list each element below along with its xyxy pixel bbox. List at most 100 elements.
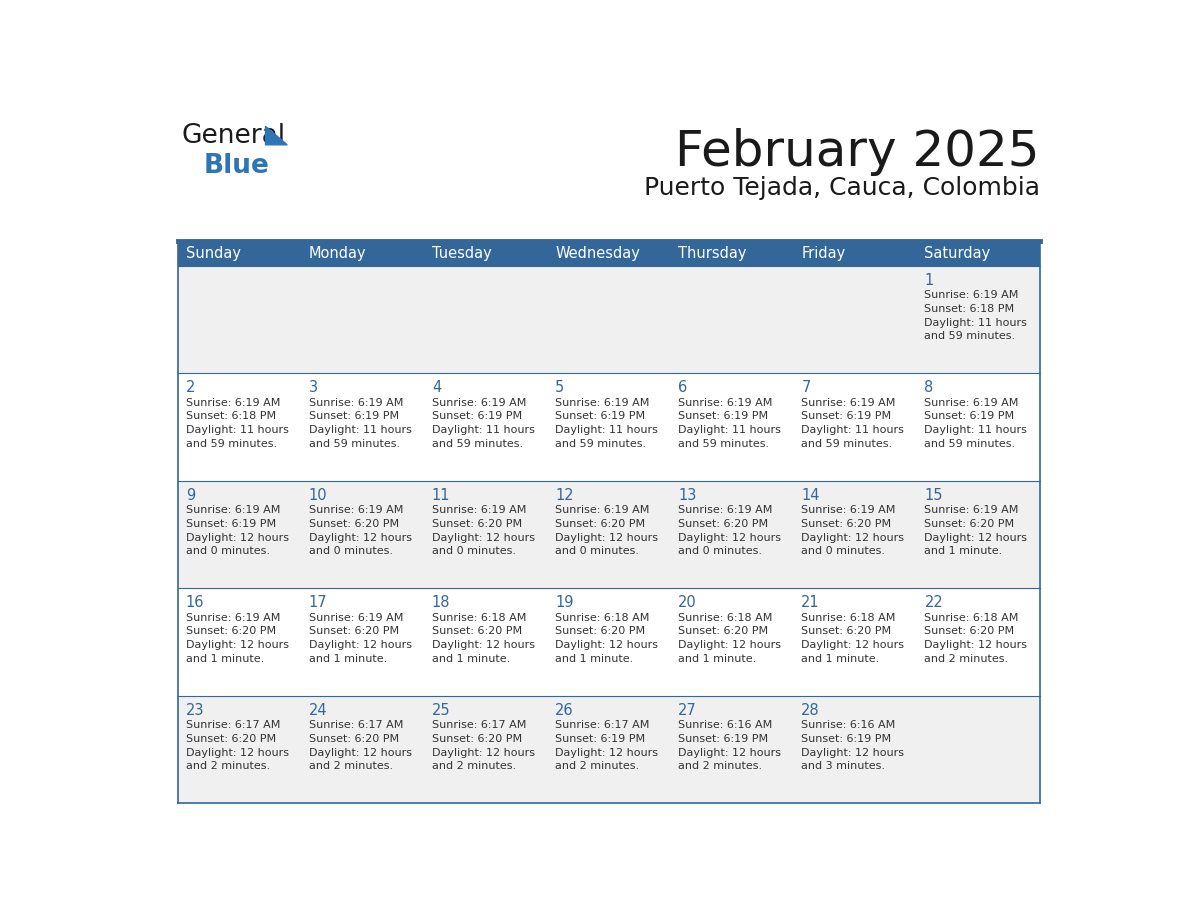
Text: Sunrise: 6:19 AM
Sunset: 6:19 PM
Daylight: 11 hours
and 59 minutes.: Sunrise: 6:19 AM Sunset: 6:19 PM Dayligh… xyxy=(309,397,412,449)
Text: Thursday: Thursday xyxy=(678,246,746,261)
Text: Tuesday: Tuesday xyxy=(432,246,492,261)
Bar xyxy=(670,696,794,803)
Text: 20: 20 xyxy=(678,595,697,610)
Bar xyxy=(178,481,301,588)
Text: Sunrise: 6:17 AM
Sunset: 6:20 PM
Daylight: 12 hours
and 2 minutes.: Sunrise: 6:17 AM Sunset: 6:20 PM Dayligh… xyxy=(309,721,412,771)
Text: 18: 18 xyxy=(432,595,450,610)
Text: Sunrise: 6:19 AM
Sunset: 6:20 PM
Daylight: 12 hours
and 1 minute.: Sunrise: 6:19 AM Sunset: 6:20 PM Dayligh… xyxy=(924,505,1028,556)
Text: Sunrise: 6:19 AM
Sunset: 6:20 PM
Daylight: 12 hours
and 1 minute.: Sunrise: 6:19 AM Sunset: 6:20 PM Dayligh… xyxy=(309,613,412,664)
Text: Sunrise: 6:18 AM
Sunset: 6:20 PM
Daylight: 12 hours
and 2 minutes.: Sunrise: 6:18 AM Sunset: 6:20 PM Dayligh… xyxy=(924,613,1028,664)
Text: 11: 11 xyxy=(432,487,450,503)
Text: Sunrise: 6:16 AM
Sunset: 6:19 PM
Daylight: 12 hours
and 2 minutes.: Sunrise: 6:16 AM Sunset: 6:19 PM Dayligh… xyxy=(678,721,782,771)
Text: 25: 25 xyxy=(432,702,450,718)
Bar xyxy=(301,241,424,265)
Bar xyxy=(917,696,1040,803)
Bar xyxy=(917,265,1040,374)
Bar xyxy=(917,241,1040,265)
Text: Sunrise: 6:19 AM
Sunset: 6:19 PM
Daylight: 11 hours
and 59 minutes.: Sunrise: 6:19 AM Sunset: 6:19 PM Dayligh… xyxy=(555,397,658,449)
Text: Blue: Blue xyxy=(203,152,270,178)
Bar xyxy=(794,481,917,588)
Text: Saturday: Saturday xyxy=(924,246,991,261)
Polygon shape xyxy=(266,127,287,145)
Text: Sunrise: 6:19 AM
Sunset: 6:19 PM
Daylight: 12 hours
and 0 minutes.: Sunrise: 6:19 AM Sunset: 6:19 PM Dayligh… xyxy=(185,505,289,556)
Bar xyxy=(670,588,794,696)
Text: Sunrise: 6:19 AM
Sunset: 6:20 PM
Daylight: 12 hours
and 0 minutes.: Sunrise: 6:19 AM Sunset: 6:20 PM Dayligh… xyxy=(432,505,535,556)
Bar xyxy=(178,265,301,374)
Text: Sunrise: 6:19 AM
Sunset: 6:20 PM
Daylight: 12 hours
and 0 minutes.: Sunrise: 6:19 AM Sunset: 6:20 PM Dayligh… xyxy=(801,505,904,556)
Bar xyxy=(548,265,670,374)
Bar xyxy=(794,241,917,265)
Bar xyxy=(548,374,670,481)
Text: 8: 8 xyxy=(924,380,934,395)
Bar xyxy=(424,374,548,481)
Text: 12: 12 xyxy=(555,487,574,503)
Text: Puerto Tejada, Cauca, Colombia: Puerto Tejada, Cauca, Colombia xyxy=(644,175,1040,199)
Text: 4: 4 xyxy=(432,380,441,395)
Text: 28: 28 xyxy=(801,702,820,718)
Text: Sunrise: 6:18 AM
Sunset: 6:20 PM
Daylight: 12 hours
and 1 minute.: Sunrise: 6:18 AM Sunset: 6:20 PM Dayligh… xyxy=(801,613,904,664)
Bar xyxy=(917,588,1040,696)
Bar xyxy=(178,588,301,696)
Text: 2: 2 xyxy=(185,380,195,395)
Bar xyxy=(670,481,794,588)
Text: 6: 6 xyxy=(678,380,688,395)
Bar xyxy=(917,374,1040,481)
Text: Sunrise: 6:19 AM
Sunset: 6:19 PM
Daylight: 11 hours
and 59 minutes.: Sunrise: 6:19 AM Sunset: 6:19 PM Dayligh… xyxy=(801,397,904,449)
Text: 27: 27 xyxy=(678,702,697,718)
Bar xyxy=(424,241,548,265)
Text: 15: 15 xyxy=(924,487,943,503)
Text: Sunrise: 6:16 AM
Sunset: 6:19 PM
Daylight: 12 hours
and 3 minutes.: Sunrise: 6:16 AM Sunset: 6:19 PM Dayligh… xyxy=(801,721,904,771)
Text: 14: 14 xyxy=(801,487,820,503)
Bar xyxy=(424,588,548,696)
Bar xyxy=(548,696,670,803)
Text: 7: 7 xyxy=(801,380,810,395)
Text: Sunrise: 6:19 AM
Sunset: 6:18 PM
Daylight: 11 hours
and 59 minutes.: Sunrise: 6:19 AM Sunset: 6:18 PM Dayligh… xyxy=(185,397,289,449)
Bar xyxy=(301,374,424,481)
Bar xyxy=(424,265,548,374)
Bar xyxy=(794,696,917,803)
Text: 17: 17 xyxy=(309,595,328,610)
Text: 23: 23 xyxy=(185,702,204,718)
Text: Sunrise: 6:18 AM
Sunset: 6:20 PM
Daylight: 12 hours
and 1 minute.: Sunrise: 6:18 AM Sunset: 6:20 PM Dayligh… xyxy=(555,613,658,664)
Text: 22: 22 xyxy=(924,595,943,610)
Text: Sunrise: 6:19 AM
Sunset: 6:19 PM
Daylight: 11 hours
and 59 minutes.: Sunrise: 6:19 AM Sunset: 6:19 PM Dayligh… xyxy=(924,397,1028,449)
Bar xyxy=(670,374,794,481)
Text: 16: 16 xyxy=(185,595,204,610)
Bar xyxy=(794,588,917,696)
Text: Sunrise: 6:19 AM
Sunset: 6:19 PM
Daylight: 11 hours
and 59 minutes.: Sunrise: 6:19 AM Sunset: 6:19 PM Dayligh… xyxy=(678,397,781,449)
Bar xyxy=(794,265,917,374)
Bar xyxy=(178,696,301,803)
Bar xyxy=(178,241,301,265)
Text: 13: 13 xyxy=(678,487,696,503)
Text: 24: 24 xyxy=(309,702,328,718)
Bar xyxy=(424,481,548,588)
Text: Sunrise: 6:19 AM
Sunset: 6:20 PM
Daylight: 12 hours
and 0 minutes.: Sunrise: 6:19 AM Sunset: 6:20 PM Dayligh… xyxy=(678,505,782,556)
Text: February 2025: February 2025 xyxy=(675,128,1040,176)
Bar xyxy=(301,481,424,588)
Bar xyxy=(301,265,424,374)
Text: 10: 10 xyxy=(309,487,328,503)
Text: Sunrise: 6:19 AM
Sunset: 6:18 PM
Daylight: 11 hours
and 59 minutes.: Sunrise: 6:19 AM Sunset: 6:18 PM Dayligh… xyxy=(924,290,1028,341)
Text: 9: 9 xyxy=(185,487,195,503)
Bar xyxy=(178,374,301,481)
Text: Sunrise: 6:17 AM
Sunset: 6:20 PM
Daylight: 12 hours
and 2 minutes.: Sunrise: 6:17 AM Sunset: 6:20 PM Dayligh… xyxy=(185,721,289,771)
Bar xyxy=(917,481,1040,588)
Text: Sunrise: 6:17 AM
Sunset: 6:20 PM
Daylight: 12 hours
and 2 minutes.: Sunrise: 6:17 AM Sunset: 6:20 PM Dayligh… xyxy=(432,721,535,771)
Text: 5: 5 xyxy=(555,380,564,395)
Text: 1: 1 xyxy=(924,273,934,287)
Text: 26: 26 xyxy=(555,702,574,718)
Bar xyxy=(794,374,917,481)
Bar xyxy=(548,481,670,588)
Text: Sunrise: 6:19 AM
Sunset: 6:20 PM
Daylight: 12 hours
and 1 minute.: Sunrise: 6:19 AM Sunset: 6:20 PM Dayligh… xyxy=(185,613,289,664)
Text: Friday: Friday xyxy=(801,246,846,261)
Bar xyxy=(548,588,670,696)
Text: General: General xyxy=(182,123,286,150)
Bar xyxy=(301,696,424,803)
Bar xyxy=(670,265,794,374)
Text: 19: 19 xyxy=(555,595,574,610)
Text: Sunrise: 6:19 AM
Sunset: 6:20 PM
Daylight: 12 hours
and 0 minutes.: Sunrise: 6:19 AM Sunset: 6:20 PM Dayligh… xyxy=(309,505,412,556)
Text: Wednesday: Wednesday xyxy=(555,246,640,261)
Bar xyxy=(301,588,424,696)
Bar xyxy=(424,696,548,803)
Bar xyxy=(548,241,670,265)
